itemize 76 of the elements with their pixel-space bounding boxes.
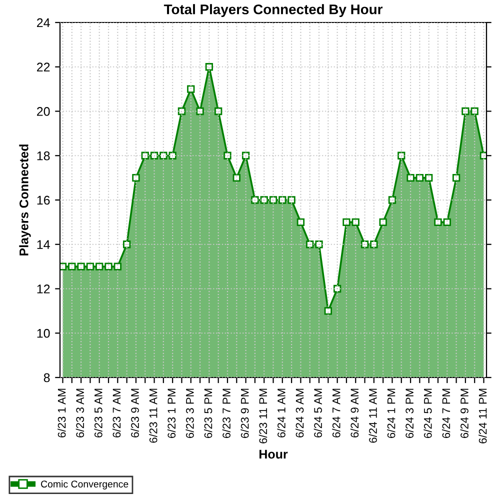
x-tick-label: 6/24 1 AM bbox=[277, 388, 286, 438]
x-tick-label: 6/23 1 AM bbox=[58, 388, 66, 438]
x-tick-label: 6/23 5 AM bbox=[94, 388, 102, 438]
x-axis-title: Hour bbox=[260, 450, 288, 459]
point bbox=[379, 218, 387, 226]
y-tick-label: 12 bbox=[37, 284, 50, 294]
x-tick-label: 6/24 11 PM bbox=[478, 388, 487, 444]
point bbox=[114, 262, 122, 270]
point bbox=[324, 307, 332, 315]
x-tick-label: 6/24 7 AM bbox=[332, 388, 340, 438]
point bbox=[452, 174, 460, 182]
x-tick-label: 6/24 3 AM bbox=[296, 388, 304, 438]
point bbox=[306, 240, 314, 248]
point bbox=[288, 196, 296, 204]
y-tick-label: 8 bbox=[44, 373, 50, 382]
point bbox=[251, 196, 259, 204]
y-tick-label: 24 bbox=[37, 18, 50, 28]
y-tick-label: 16 bbox=[37, 196, 50, 205]
chart-title: Total Players Connected By Hour bbox=[164, 4, 383, 18]
x-tick-label: 6/24 9 AM bbox=[350, 388, 359, 438]
point bbox=[370, 240, 378, 248]
point bbox=[122, 240, 131, 248]
x-tick-label: 6/23 1 PM bbox=[167, 388, 176, 438]
point bbox=[224, 152, 232, 160]
point bbox=[398, 152, 406, 160]
y-tick-label: 14 bbox=[37, 240, 50, 249]
x-tick-label: 6/24 7 PM bbox=[442, 388, 450, 438]
point bbox=[296, 218, 305, 226]
x-tick-label: 6/23 9 PM bbox=[240, 388, 249, 438]
point bbox=[269, 196, 278, 204]
x-tick-label: 6/24 3 PM bbox=[405, 388, 414, 438]
point bbox=[315, 240, 323, 248]
x-tick-label: 6/23 7 AM bbox=[112, 388, 121, 438]
point bbox=[388, 196, 396, 204]
point bbox=[168, 152, 176, 160]
point bbox=[96, 262, 104, 270]
point bbox=[232, 174, 240, 182]
x-tick-label: 6/24 9 PM bbox=[460, 388, 468, 438]
x-tick-label: 6/23 3 AM bbox=[76, 388, 84, 438]
y-axis-title: Players Connected bbox=[19, 144, 31, 256]
point bbox=[462, 107, 470, 116]
x-tick-label: 6/24 11 AM bbox=[368, 388, 377, 443]
y-tick-label: 20 bbox=[37, 107, 50, 116]
point bbox=[425, 174, 433, 182]
point bbox=[214, 107, 222, 116]
x-tick-label: 6/24 1 PM bbox=[387, 388, 396, 438]
x-tick-label: 6/23 7 PM bbox=[222, 388, 230, 438]
point bbox=[278, 196, 286, 204]
x-tick-label: 6/24 5 AM bbox=[314, 388, 322, 438]
point bbox=[104, 262, 112, 270]
x-tick-label: 6/23 3 PM bbox=[186, 388, 194, 438]
x-tick-label: 6/23 11 AM bbox=[149, 388, 158, 443]
point bbox=[68, 262, 76, 270]
point bbox=[196, 107, 204, 116]
point bbox=[60, 262, 67, 270]
point bbox=[160, 152, 168, 160]
point bbox=[342, 218, 350, 226]
y-tick-label: 10 bbox=[37, 328, 50, 338]
x-tick-label: 6/23 9 AM bbox=[130, 388, 139, 438]
x-tick-label: 6/23 5 PM bbox=[204, 388, 212, 438]
point bbox=[77, 262, 85, 270]
point bbox=[260, 196, 268, 204]
point bbox=[434, 218, 442, 226]
y-tick-label: 22 bbox=[37, 62, 50, 72]
point bbox=[443, 218, 451, 226]
y-tick-label: 18 bbox=[37, 151, 50, 160]
x-tick-label: 6/24 5 PM bbox=[424, 388, 432, 438]
point bbox=[86, 262, 94, 270]
legend-label: Comic Convergence bbox=[41, 480, 128, 490]
x-tick-label: 6/23 11 PM bbox=[258, 388, 268, 444]
point bbox=[406, 174, 414, 182]
point bbox=[132, 174, 140, 182]
point bbox=[416, 174, 424, 182]
point bbox=[141, 152, 149, 160]
point bbox=[352, 218, 360, 226]
point bbox=[187, 85, 195, 93]
